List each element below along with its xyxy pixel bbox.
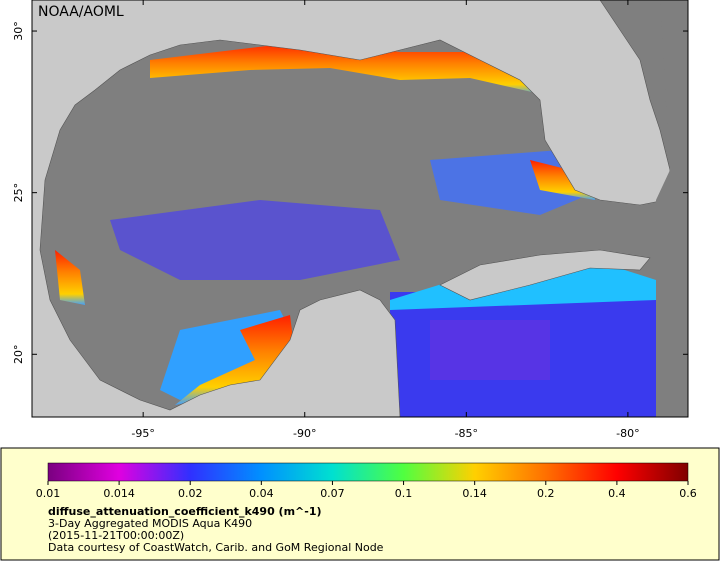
land: [31, 0, 671, 418]
map-frame: [31, 0, 689, 418]
colorbar: [47, 462, 689, 482]
data-region: [430, 320, 550, 380]
x-tick-label: -90°: [293, 427, 316, 440]
data-region: [175, 315, 295, 405]
colorbar-tick-label: 0.02: [178, 487, 203, 500]
y-tick-label: 30°: [12, 21, 25, 41]
colorbar-tick-label: 0.014: [103, 487, 135, 500]
colorbar-label: diffuse_attenuation_coefficient_k490 (m^…: [48, 505, 322, 518]
note: Data courtesy of CoastWatch, Carib. and …: [48, 541, 384, 554]
x-tick-label: -80°: [616, 427, 639, 440]
x-tick-label: -95°: [131, 427, 154, 440]
colorbar-tick-label: 0.2: [537, 487, 555, 500]
data-region: [150, 42, 545, 95]
y-tick-label: 20°: [12, 345, 25, 365]
colorbar-tick-label: 0.01: [36, 487, 61, 500]
colorbar-tick-label: 0.14: [462, 487, 487, 500]
note: 3-Day Aggregated MODIS Aqua K490: [48, 517, 252, 530]
colorbar-tick-label: 0.04: [249, 487, 274, 500]
map-title: NOAA/AOML: [38, 4, 124, 20]
x-tick-label: -85°: [455, 427, 478, 440]
map: NOAA/AOML: [31, 0, 689, 418]
colorbar-tick-label: 0.07: [320, 487, 345, 500]
data-region: [55, 250, 85, 305]
colorbar-tick-label: 0.4: [608, 487, 626, 500]
note: (2015-11-21T00:00:00Z): [48, 529, 184, 542]
data-region: [110, 200, 400, 280]
data-region: [430, 150, 600, 215]
colorbar-tick-label: 0.1: [395, 487, 413, 500]
land: [439, 249, 651, 301]
y-tick-label: 25°: [12, 183, 25, 203]
ocean: [656, 0, 688, 417]
colorbar-tick-label: 0.6: [679, 487, 697, 500]
